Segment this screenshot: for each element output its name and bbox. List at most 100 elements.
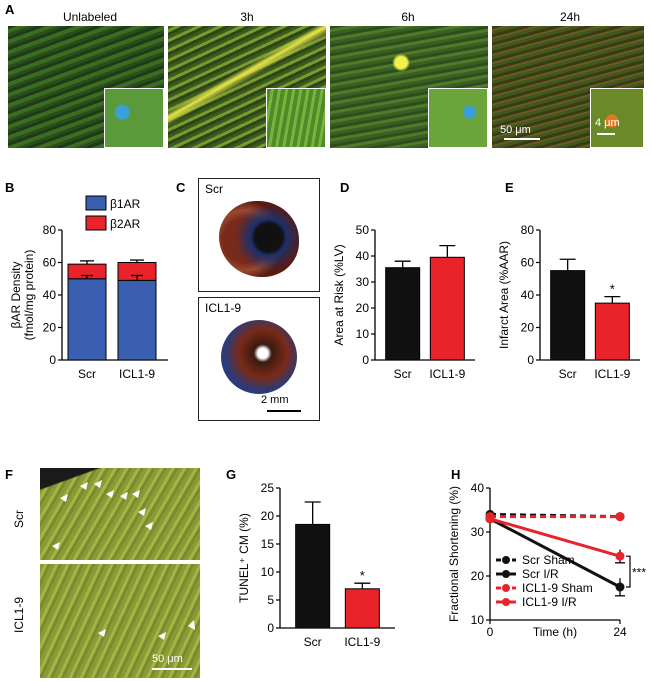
panel-a-title-3h: 3h bbox=[240, 10, 254, 24]
tunel-micrograph-scr bbox=[40, 468, 200, 560]
y-axis-label: Area at Risk (%LV) bbox=[332, 244, 346, 345]
point-icl1-9-i-r bbox=[485, 514, 495, 524]
arrowhead bbox=[98, 629, 106, 637]
y-tick-label: 50 bbox=[356, 223, 370, 237]
significance-marker: * bbox=[360, 568, 365, 583]
y-tick-label: 40 bbox=[521, 288, 535, 302]
f-label-icl: ICL1-9 bbox=[12, 596, 26, 634]
y-tick-label: 20 bbox=[261, 509, 275, 523]
panel-label-a: A bbox=[5, 2, 15, 17]
arrowhead bbox=[188, 620, 195, 630]
y-tick-label: 80 bbox=[43, 223, 57, 237]
legend-marker-scr-sham bbox=[502, 556, 510, 564]
y-tick-label: 0 bbox=[362, 353, 369, 367]
x-tick-label: Scr bbox=[559, 367, 577, 381]
bar-scr bbox=[295, 523, 331, 629]
panel-label-f: F bbox=[5, 467, 13, 482]
y-tick-label: 10 bbox=[356, 327, 370, 341]
inset-unlabeled bbox=[104, 88, 164, 148]
bar-b1ar-scr bbox=[67, 278, 107, 361]
arrowhead bbox=[60, 494, 68, 502]
micrograph-unlabeled bbox=[8, 26, 164, 148]
x-tick-label: ICL1-9 bbox=[119, 367, 155, 381]
significance-marker: *** bbox=[632, 566, 646, 580]
heart-icl bbox=[221, 320, 297, 394]
y-axis-label-line2: (fmol/mg protein) bbox=[22, 250, 36, 341]
bar-icl1-9 bbox=[429, 256, 465, 361]
x-tick-label: ICL1-9 bbox=[344, 635, 380, 649]
bar-b1ar-icl1-9 bbox=[117, 279, 157, 361]
y-tick-label: 40 bbox=[356, 249, 370, 263]
y-tick-label: 20 bbox=[356, 301, 370, 315]
micrograph-6h bbox=[330, 26, 488, 148]
heart-scr bbox=[219, 201, 299, 277]
significance-bracket bbox=[626, 555, 631, 588]
significance-marker: * bbox=[610, 282, 615, 297]
heart-photo-scr: Scr bbox=[198, 178, 320, 292]
arrowhead bbox=[145, 522, 153, 530]
chart-h: 10 20 30 40 Fractional Shortening (%) 0 24 Time… bbox=[447, 481, 646, 639]
panel-a-title-24h: 24h bbox=[559, 10, 581, 24]
f-label-scr-wrap: Scr bbox=[8, 486, 28, 556]
chart-g: 0 5 10 15 20 25 TUNEL⁺ CM (%) Scr ICL1-9 * bbox=[237, 481, 395, 649]
arrowhead bbox=[94, 480, 102, 488]
tunel-micrograph-icl: 50 μm bbox=[40, 564, 200, 678]
scale-bar-inset bbox=[597, 133, 615, 135]
inset-6h bbox=[428, 88, 488, 148]
y-tick-label: 10 bbox=[471, 613, 485, 627]
f-label-scr: Scr bbox=[12, 510, 26, 528]
y-tick-label: 0 bbox=[527, 353, 534, 367]
y-tick-label: 0 bbox=[49, 353, 56, 367]
x-tick-label: ICL1-9 bbox=[594, 367, 630, 381]
chart-b: 0 20 40 60 80 βAR Density (fmol/mg protein) Scr… bbox=[9, 195, 168, 381]
arrowhead bbox=[158, 632, 166, 640]
y-tick-label: 20 bbox=[471, 569, 485, 583]
point-icl1-9-i-r bbox=[615, 551, 625, 561]
arrowhead bbox=[80, 482, 88, 490]
micrograph-24h: 4 μm 50 μm bbox=[492, 26, 644, 148]
legend-label-scr-sham: Scr Sham bbox=[522, 553, 575, 567]
bar-scr bbox=[385, 267, 421, 361]
y-tick-label: 30 bbox=[356, 275, 370, 289]
y-tick-label: 30 bbox=[471, 525, 485, 539]
arrowhead bbox=[106, 490, 114, 498]
panel-label-d: D bbox=[340, 180, 350, 195]
x-axis-label: Time (h) bbox=[533, 625, 577, 639]
bar-scr bbox=[550, 270, 586, 361]
y-tick-label: 5 bbox=[267, 593, 274, 607]
inset-24h: 4 μm bbox=[590, 88, 644, 148]
y-axis-label: βAR Density bbox=[9, 262, 23, 329]
point-scr-i-r bbox=[615, 582, 625, 592]
panel-a-title-unlabeled: Unlabeled bbox=[62, 10, 118, 24]
arrowhead bbox=[120, 492, 128, 500]
f-label-icl-wrap: ICL1-9 bbox=[8, 570, 28, 660]
x-tick-label: Scr bbox=[304, 635, 322, 649]
legend-label-icl1-9-i-r: ICL1-9 I/R bbox=[522, 595, 577, 609]
legend-swatch-b2ar bbox=[85, 215, 107, 231]
x-tick-label: ICL1-9 bbox=[429, 367, 465, 381]
x-tick-label: Scr bbox=[78, 367, 96, 381]
y-tick-label: 15 bbox=[261, 537, 275, 551]
panel-label-g: G bbox=[226, 467, 237, 482]
y-tick-label: 20 bbox=[43, 321, 57, 335]
bar-icl1-9 bbox=[594, 302, 630, 361]
arrowhead bbox=[132, 490, 140, 498]
y-tick-label: 10 bbox=[261, 565, 275, 579]
legend-label-b1ar: β1AR bbox=[110, 197, 141, 211]
arrowhead bbox=[52, 542, 60, 550]
heart-scale-bar bbox=[267, 410, 301, 412]
x-tick-label: Scr bbox=[394, 367, 412, 381]
heart-label-icl: ICL1-9 bbox=[205, 301, 242, 315]
legend-swatch-b1ar bbox=[85, 195, 107, 211]
heart-label-scr: Scr bbox=[205, 182, 223, 196]
line-icl1-9-i-r bbox=[489, 517, 621, 558]
arrowhead bbox=[138, 508, 146, 516]
heart-scale-label: 2 mm bbox=[261, 394, 289, 406]
y-axis-label: TUNEL⁺ CM (%) bbox=[237, 513, 251, 603]
scale-label-main: 50 μm bbox=[500, 124, 531, 136]
y-tick-label: 20 bbox=[521, 321, 535, 335]
y-tick-label: 80 bbox=[521, 223, 535, 237]
panel-label-h: H bbox=[451, 467, 461, 482]
scale-label-inset: 4 μm bbox=[595, 117, 620, 129]
f-scale-label: 50 μm bbox=[152, 653, 183, 665]
